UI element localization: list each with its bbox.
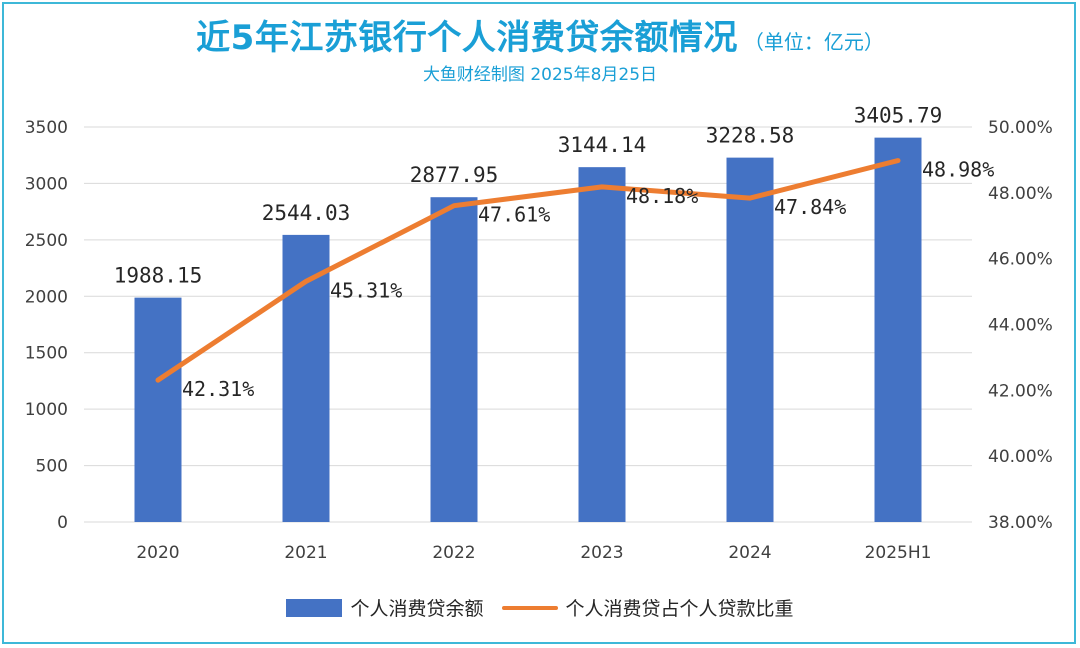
line-data-label: 42.31%: [182, 377, 254, 401]
legend-item-bar: 个人消费贷余额: [286, 594, 483, 621]
gridlines: [84, 126, 972, 523]
right-tick-label: 40.00%: [988, 447, 1053, 467]
right-tick-label: 42.00%: [988, 381, 1053, 401]
line-path: [155, 158, 901, 383]
line-data-label: 47.61%: [478, 203, 550, 227]
x-axis: 2020 2021 2022 2023 2024 2025H1: [136, 543, 931, 563]
legend-line-swatch: [501, 605, 558, 610]
bar: [430, 197, 478, 522]
line-data-label: 47.84%: [774, 195, 846, 219]
bar-data-label: 1988.15: [114, 264, 203, 288]
x-tick-label: 2022: [432, 543, 475, 563]
title-main: 近5年江苏银行个人消费贷余额情况: [196, 18, 738, 58]
x-tick-label: 2023: [580, 543, 623, 563]
chart-subtitle: 大鱼财经制图 2025年8月25日: [422, 65, 658, 85]
chart-title: 近5年江苏银行个人消费贷余额情况 （单位：亿元）: [0, 10, 1080, 59]
line-data-labels: 42.31% 45.31% 47.61% 48.18% 47.84% 48.98%: [182, 158, 994, 402]
bar-data-label: 3144.14: [558, 133, 647, 157]
bar: [874, 137, 922, 523]
bar: [134, 297, 182, 522]
bar-data-label: 2544.03: [262, 201, 351, 225]
right-tick-label: 44.00%: [988, 316, 1053, 336]
right-axis: 38.00% 40.00% 42.00% 44.00% 46.00% 48.00% 50.0…: [988, 118, 1053, 533]
left-tick-label: 3500: [25, 118, 68, 138]
x-tick-label: 2025H1: [865, 543, 932, 563]
legend-line-label: 个人消费贷占个人贷款比重: [565, 598, 794, 620]
bar: [726, 157, 774, 522]
bar-data-label: 3228.58: [706, 124, 795, 148]
right-tick-label: 48.00%: [988, 184, 1053, 204]
legend: 个人消费贷余额 个人消费贷占个人贷款比重: [0, 594, 1080, 621]
legend-item-line: 个人消费贷占个人贷款比重: [501, 594, 794, 621]
line-data-label: 48.18%: [626, 184, 698, 208]
line-data-label: 48.98%: [922, 158, 994, 182]
left-tick-label: 1500: [25, 344, 68, 364]
right-tick-label: 50.00%: [988, 118, 1053, 138]
x-tick-label: 2021: [284, 543, 327, 563]
bar: [578, 167, 626, 522]
line-series: [155, 158, 901, 383]
legend-bar-swatch: [286, 598, 343, 617]
title-unit: （单位：亿元）: [743, 30, 884, 54]
bar: [282, 234, 330, 522]
bar-series: [134, 137, 922, 523]
x-tick-label: 2024: [728, 543, 771, 563]
bar-data-label: 3405.79: [854, 104, 943, 128]
left-axis: 0 500 1000 1500 2000 2500 3000 3500: [25, 118, 68, 533]
left-tick-label: 2500: [25, 231, 68, 251]
left-tick-label: 0: [57, 513, 68, 533]
left-tick-label: 2000: [25, 287, 68, 307]
bar-data-labels: 1988.15 2544.03 2877.95 3144.14 3228.58 3405.…: [114, 104, 943, 288]
line-data-label: 45.31%: [330, 278, 402, 302]
right-tick-label: 46.00%: [988, 250, 1053, 270]
left-tick-label: 500: [36, 457, 68, 477]
bar-data-label: 2877.95: [410, 163, 499, 187]
left-tick-label: 1000: [25, 400, 68, 420]
legend-bar-label: 个人消费贷余额: [350, 598, 484, 620]
left-tick-label: 3000: [25, 174, 68, 194]
right-tick-label: 38.00%: [988, 513, 1053, 533]
x-tick-label: 2020: [136, 543, 179, 563]
